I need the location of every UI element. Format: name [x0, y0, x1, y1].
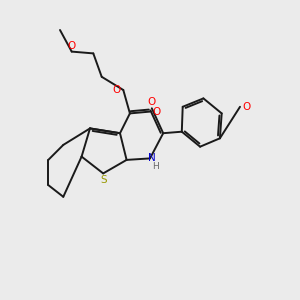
- Text: O: O: [68, 40, 76, 51]
- Text: O: O: [242, 102, 250, 112]
- Text: S: S: [100, 175, 106, 185]
- Text: O: O: [112, 85, 121, 95]
- Text: O: O: [148, 97, 156, 107]
- Text: O: O: [152, 106, 161, 117]
- Text: N: N: [148, 153, 155, 164]
- Text: H: H: [152, 162, 159, 171]
